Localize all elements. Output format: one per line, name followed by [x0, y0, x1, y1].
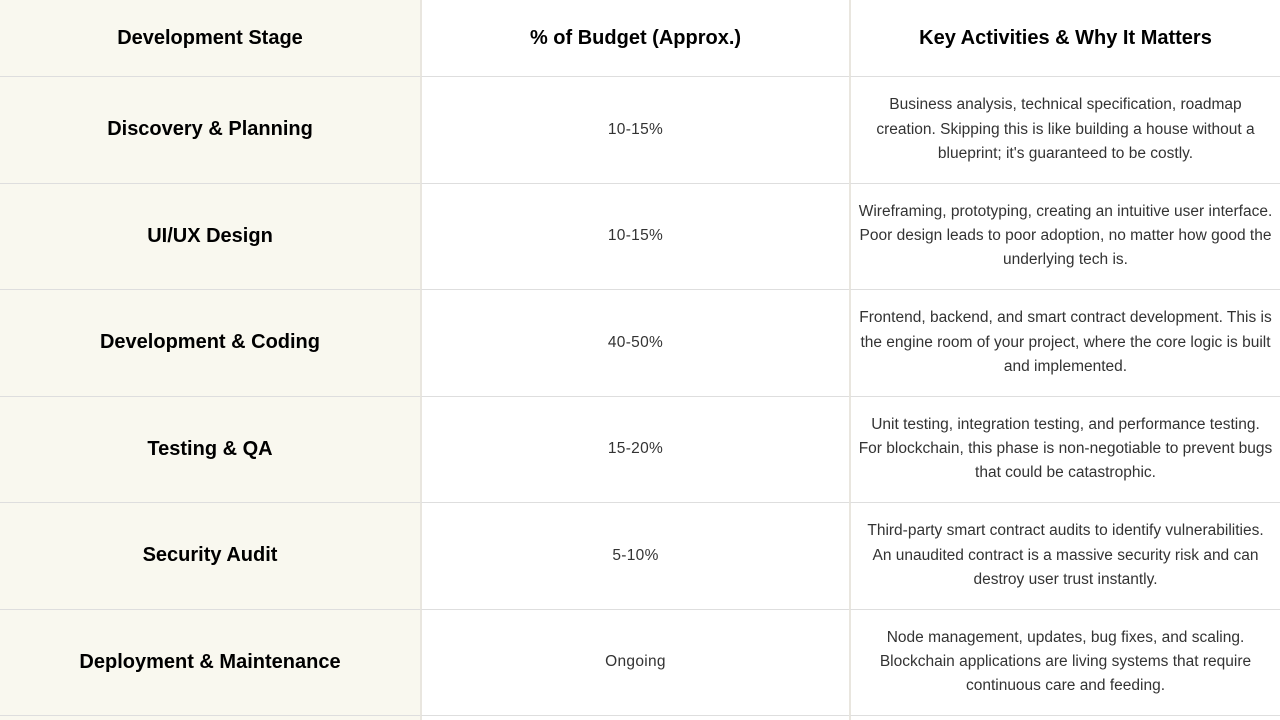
- budget-cell: 10-15%: [420, 77, 849, 184]
- activities-cell: Business analysis, technical specificati…: [849, 77, 1280, 184]
- budget-cell: 5-10%: [420, 503, 849, 610]
- activities-cell: Third-party smart contract audits to ide…: [849, 503, 1280, 610]
- activities-cell: Frontend, backend, and smart contract de…: [849, 290, 1280, 397]
- stage-label: UI/UX Design: [147, 224, 273, 247]
- header-cell-budget-percent: % of Budget (Approx.): [420, 0, 849, 77]
- budget-cell: 15-20%: [420, 396, 849, 503]
- budget-value: Ongoing: [605, 653, 666, 671]
- stage-cell: UI/UX Design: [0, 183, 420, 290]
- stage-cell: Testing & QA: [0, 396, 420, 503]
- stage-label: Development & Coding: [99, 331, 320, 354]
- budget-value: 5-10%: [612, 546, 659, 564]
- activities-cell: Unit testing, integration testing, and p…: [849, 396, 1280, 503]
- budget-value: 10-15%: [607, 227, 664, 245]
- header-cell-key-activities: Key Activities & Why It Matters: [849, 0, 1280, 77]
- budget-value: 15-20%: [607, 440, 664, 458]
- activities-text: Frontend, backend, and smart contract de…: [859, 309, 1272, 375]
- budget-cell: Ongoing: [420, 609, 849, 716]
- stage-cell: Security Audit: [0, 503, 420, 610]
- header-label: % of Budget (Approx.): [529, 27, 742, 49]
- budget-value: 10-15%: [607, 120, 664, 138]
- stage-label: Discovery & Planning: [107, 118, 313, 141]
- stage-cell: Discovery & Planning: [0, 77, 420, 184]
- clipped-row-sliver: [849, 716, 1280, 720]
- header-label: Key Activities & Why It Matters: [919, 27, 1212, 49]
- activities-text: Business analysis, technical specificati…: [876, 96, 1255, 162]
- budget-cell: 40-50%: [420, 290, 849, 397]
- activities-cell: Node management, updates, bug fixes, and…: [849, 609, 1280, 716]
- stage-cell: Deployment & Maintenance: [0, 609, 420, 716]
- activities-cell: Wireframing, prototyping, creating an in…: [849, 183, 1280, 290]
- stage-label: Security Audit: [142, 544, 278, 567]
- budget-cell: 10-15%: [420, 183, 849, 290]
- activities-text: Third-party smart contract audits to ide…: [867, 522, 1264, 588]
- clipped-row-sliver: [420, 716, 849, 720]
- budget-value: 40-50%: [607, 333, 664, 351]
- stage-cell: Development & Coding: [0, 290, 420, 397]
- clipped-row-sliver: [0, 716, 420, 720]
- activities-text: Wireframing, prototyping, creating an in…: [858, 202, 1273, 269]
- activities-text: Node management, updates, bug fixes, and…: [879, 628, 1252, 695]
- stage-label: Deployment & Maintenance: [79, 650, 341, 673]
- header-cell-development-stage: Development Stage: [0, 0, 420, 77]
- activities-text: Unit testing, integration testing, and p…: [858, 415, 1273, 482]
- stage-label: Testing & QA: [147, 437, 273, 460]
- header-label: Development Stage: [117, 27, 303, 49]
